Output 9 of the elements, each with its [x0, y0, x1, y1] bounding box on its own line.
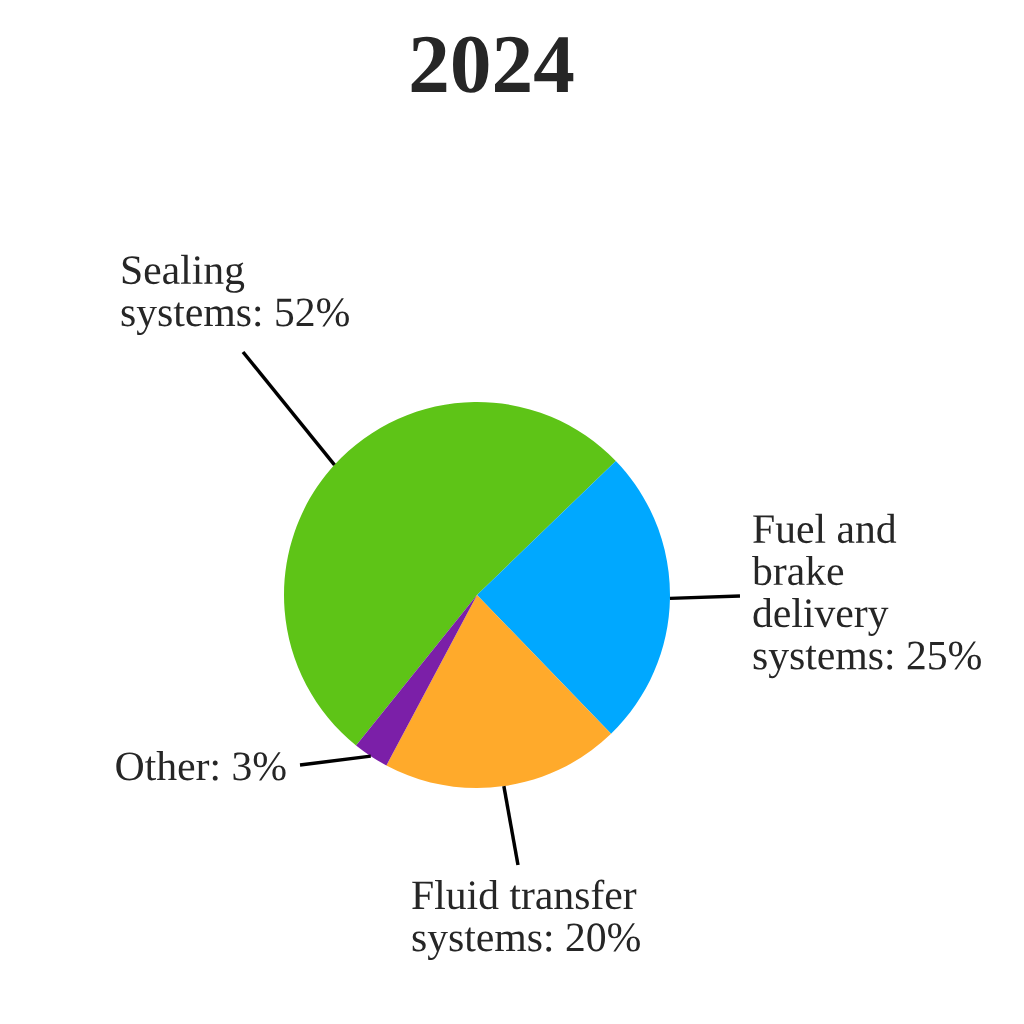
- chart-title: 2024: [411, 36, 574, 93]
- slice-label: Fluid transfer systems: 20%: [412, 879, 640, 961]
- pie-slice: [356, 595, 477, 766]
- pie-slice: [386, 595, 612, 788]
- pie-slice: [284, 402, 616, 746]
- pie-slice: [477, 460, 670, 734]
- slice-label: Other: 3%: [116, 751, 286, 781]
- slice-label: Sealing systems: 52%: [121, 254, 349, 335]
- slice-label: Fuel and brake delivery systems: 25%: [752, 513, 981, 679]
